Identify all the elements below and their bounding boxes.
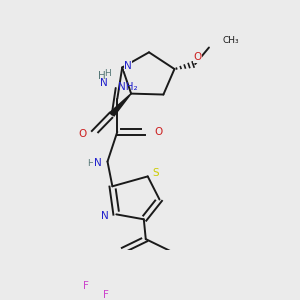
Text: O: O — [154, 127, 163, 137]
Text: CH₃: CH₃ — [223, 36, 239, 45]
Text: O: O — [193, 52, 201, 62]
Text: S: S — [152, 168, 159, 178]
Text: F: F — [103, 290, 109, 300]
Text: H: H — [98, 71, 106, 81]
Text: H: H — [104, 69, 111, 78]
Text: H: H — [87, 159, 94, 168]
Text: NH₂: NH₂ — [118, 82, 137, 92]
Text: F: F — [83, 281, 89, 291]
Text: N: N — [101, 211, 109, 221]
Text: N: N — [94, 158, 102, 168]
Text: N: N — [100, 78, 108, 88]
Text: N: N — [124, 61, 132, 71]
Polygon shape — [110, 94, 131, 116]
Text: O: O — [78, 129, 86, 139]
